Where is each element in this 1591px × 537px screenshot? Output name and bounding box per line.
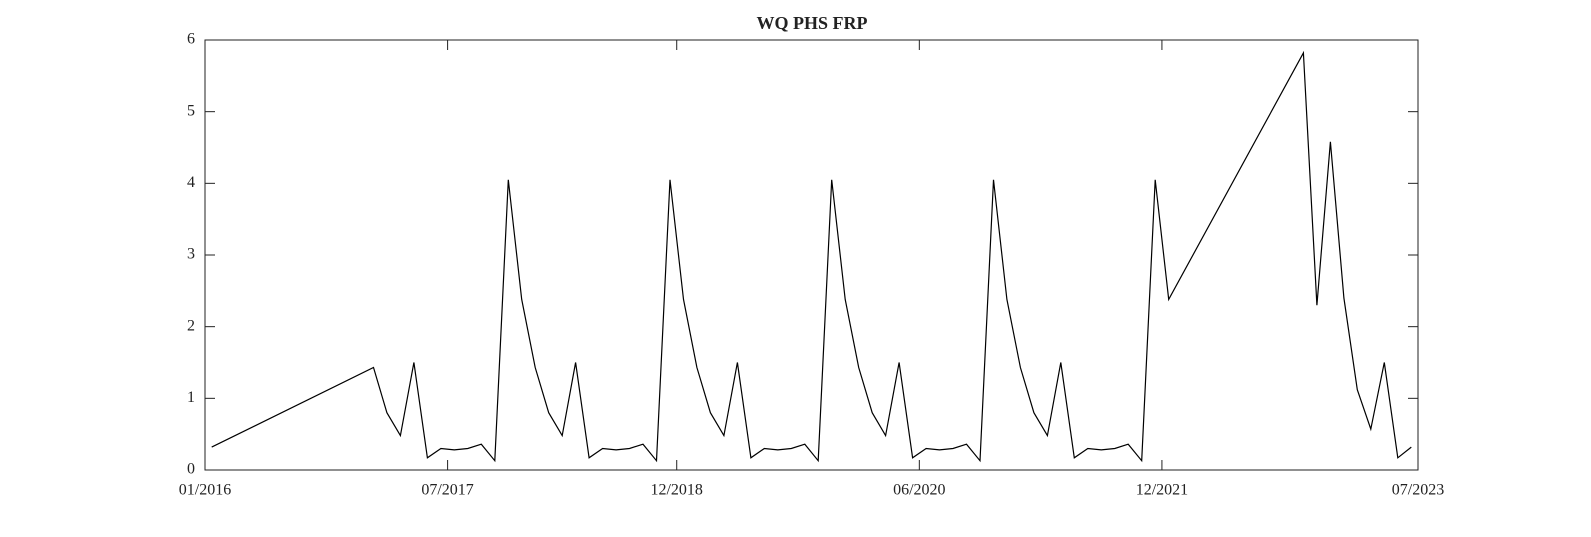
x-tick-label: 06/2020 [893, 482, 945, 499]
data-line [211, 50, 1412, 463]
plot-frame [204, 39, 1419, 471]
y-tick-label: 3 [187, 246, 195, 263]
y-tick-label: 0 [187, 461, 195, 478]
chart-title: WQ PHS FRP [757, 13, 868, 33]
y-tick-label: 4 [187, 174, 195, 191]
y-tick-label: 6 [187, 31, 195, 48]
y-tick-label: 2 [187, 317, 195, 334]
x-tick-label: 07/2023 [1392, 482, 1444, 499]
y-tick-label: 1 [187, 389, 195, 406]
x-tick-label: 12/2021 [1136, 482, 1188, 499]
x-tick-label: 07/2017 [421, 482, 473, 499]
y-tick-label: 5 [187, 102, 195, 119]
x-tick-label: 12/2018 [650, 482, 702, 499]
x-tick-label: 01/2016 [179, 482, 231, 499]
